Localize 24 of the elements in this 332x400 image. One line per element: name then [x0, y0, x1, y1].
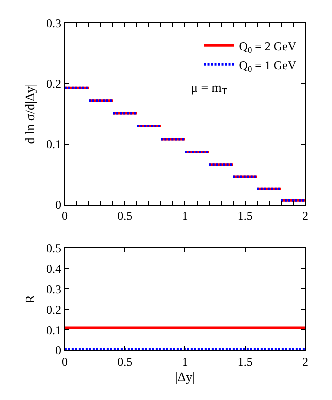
y-tick-label: 0.1	[46, 138, 62, 152]
y-tick-label: 0.1	[46, 323, 62, 338]
x-tick-label: 0.5	[118, 354, 133, 369]
y-tick-label: 0.2	[46, 77, 62, 92]
x-tick-label: 1.5	[238, 209, 253, 224]
y-axis-title: d ln σ/d|Δy|	[22, 84, 38, 144]
y-tick-label: 0	[56, 344, 62, 358]
y-tick-label: 0.3	[46, 16, 62, 31]
x-axis-title: |Δy|	[175, 370, 196, 385]
annotation: μ = m$_{T}$	[191, 80, 228, 97]
x-tick-label: 1	[182, 354, 188, 369]
y-tick-label: 0.4	[46, 262, 62, 276]
x-tick-label: 1.5	[238, 354, 253, 369]
y-tick-label: 0.5	[46, 241, 62, 256]
y-tick-label: 0	[56, 198, 62, 212]
x-tick-label: 2	[302, 354, 309, 369]
x-tick-label: 2	[302, 209, 309, 224]
y-tick-label: 0.2	[46, 302, 62, 317]
legend-label: Q$_{0}$ = 2 GeV	[239, 39, 297, 55]
x-tick-label: 0.5	[118, 209, 133, 224]
y-axis-title: R	[22, 294, 38, 304]
y-tick-label: 0.3	[46, 282, 62, 296]
x-tick-label: 1	[182, 209, 188, 224]
legend-label: Q$_{0}$ = 1 GeV	[239, 58, 297, 74]
